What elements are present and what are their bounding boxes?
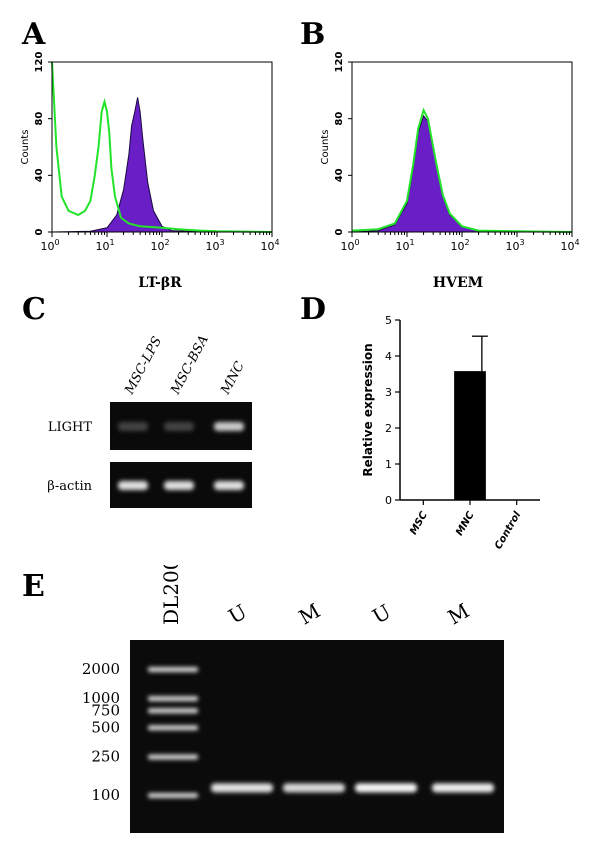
panel-e-letter: E xyxy=(22,569,45,604)
panel-a-histogram: 0 40 80 120 Counts 100 101 102 103 104 xyxy=(20,52,280,253)
panel-e-ladder-band xyxy=(148,667,198,672)
panel-c-band xyxy=(214,481,244,490)
panel-c-lane-label: MSC-BSA xyxy=(168,333,212,398)
panel-b-letter: B xyxy=(300,17,326,52)
panel-e-ladder-band xyxy=(148,793,198,798)
panel-b-histogram: 0 40 80 120 Counts 100 101 102 103 104 xyxy=(320,52,580,253)
panel-b-series-line xyxy=(351,107,573,233)
panel-b-ytick-label: 0 xyxy=(334,228,345,235)
panel-e-sample-band xyxy=(211,783,273,793)
panel-d-ytick-label: 2 xyxy=(385,422,392,435)
panel-a-xlabel: LT-βR xyxy=(138,275,182,291)
panel-e-lane-label: U xyxy=(224,599,251,628)
panel-b-xtick-label: 104 xyxy=(560,238,579,253)
panel-a-ytick-label: 0 xyxy=(34,228,45,235)
panel-c-band xyxy=(118,422,148,431)
panel-c-gel: MSC-LPS MSC-BSA MNC LIGHT β-actin xyxy=(47,333,252,508)
panel-b-plot-frame xyxy=(351,61,573,233)
panel-d-ylabel: Relative expression xyxy=(361,343,375,476)
panel-e-ladder-label: 1000 xyxy=(82,689,120,707)
panel-e-sample-band xyxy=(355,783,417,793)
panel-e-lane-label: M xyxy=(444,598,474,629)
panel-e-sample-band xyxy=(283,783,345,793)
panel-b-ytick-label: 80 xyxy=(334,112,345,126)
panel-d-category-label: MNC xyxy=(454,509,477,537)
panel-e-ladder-label: 500 xyxy=(91,718,120,736)
panel-a-letter: A xyxy=(22,17,46,52)
panel-b-xtick-label: 102 xyxy=(450,238,469,253)
panel-c-band xyxy=(118,481,148,490)
panel-c-lane-label: MSC-LPS xyxy=(122,334,165,397)
panel-b-ylabel: Counts xyxy=(320,130,331,165)
panel-c-band xyxy=(164,422,194,431)
panel-d-bar-chart: 0 1 2 3 4 5 Relative expression MSC MNC Control xyxy=(361,314,540,552)
panel-e-ladder-band xyxy=(148,754,198,760)
panel-d-bar xyxy=(454,371,486,500)
panel-c-letter: C xyxy=(22,292,46,327)
panel-e-ladder-band xyxy=(148,696,198,702)
panel-d-category-label: Control xyxy=(493,510,523,552)
panel-d-ytick-label: 0 xyxy=(385,494,392,507)
panel-a-ytick-label: 80 xyxy=(34,112,45,126)
panel-a-xtick-label: 100 xyxy=(40,238,59,253)
panel-c-row-label: β-actin xyxy=(47,479,92,494)
panel-d-ytick-label: 5 xyxy=(385,314,392,327)
panel-c-band xyxy=(164,481,194,490)
panel-e-ladder-label: 250 xyxy=(91,747,120,765)
panel-e-lane-label: U xyxy=(368,599,395,628)
panel-a-xtick-label: 104 xyxy=(260,238,279,253)
panel-d-category-label: MSC xyxy=(408,509,430,536)
panel-a-xtick-label: 102 xyxy=(150,238,169,253)
panel-c-lane-label: MNC xyxy=(218,359,248,398)
panel-b-xtick-label: 103 xyxy=(505,238,524,253)
panel-e-ladder-label: 750 xyxy=(91,701,120,719)
panel-c-band xyxy=(214,422,244,431)
panel-b-ytick-label: 40 xyxy=(334,168,345,182)
panel-a-ytick-label: 120 xyxy=(34,52,45,73)
panel-a-ylabel: Counts xyxy=(20,130,31,165)
panel-b-ytick-label: 120 xyxy=(334,52,345,73)
panel-e-lane-label: M xyxy=(295,598,325,629)
panel-b-xtick-label: 101 xyxy=(395,238,414,253)
panel-b-series-filled xyxy=(351,114,573,233)
panel-b-xlabel: HVEM xyxy=(432,275,484,291)
panel-d-letter: D xyxy=(300,292,327,327)
panel-e-gel-image xyxy=(130,640,504,833)
panel-e-sample-band xyxy=(432,783,494,793)
panel-e-ladder-band xyxy=(148,708,198,714)
panel-d-ytick-label: 1 xyxy=(385,458,392,471)
panel-e-ladder-label: 2000 xyxy=(82,660,120,678)
panel-d-ytick-label: 4 xyxy=(385,350,392,363)
panel-a-series-filled xyxy=(51,97,272,233)
panel-a-xtick-label: 103 xyxy=(205,238,224,253)
panel-c-row-label: LIGHT xyxy=(48,420,92,435)
panel-a-series-line xyxy=(51,61,273,233)
panel-e-lane-label: DL2000 xyxy=(159,565,183,625)
panel-b-xtick-label: 100 xyxy=(340,238,359,253)
panel-a-xtick-label: 101 xyxy=(95,238,114,253)
panel-a-plot-frame xyxy=(51,61,273,233)
panel-e-ladder-label: 100 xyxy=(91,786,120,804)
panel-d-ytick-label: 3 xyxy=(385,386,392,399)
panel-e-ladder-band xyxy=(148,725,198,731)
panel-a-ytick-label: 40 xyxy=(34,168,45,182)
